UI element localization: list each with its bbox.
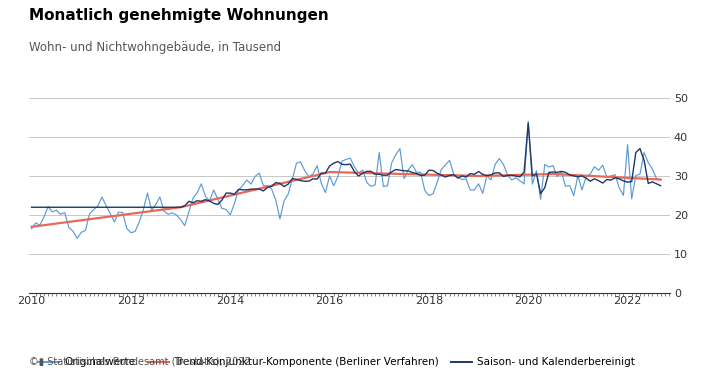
Legend: Originalwerte, Trend-Konjunktur-Komponente (Berliner Verfahren), Saison- und Kal: Originalwerte, Trend-Konjunktur-Komponen… — [34, 353, 639, 371]
Text: ©▮ Statistisches Bundesamt (Destatis), 2022: ©▮ Statistisches Bundesamt (Destatis), 2… — [29, 356, 251, 367]
Text: Monatlich genehmigte Wohnungen: Monatlich genehmigte Wohnungen — [29, 8, 329, 23]
Text: Wohn- und Nichtwohngebäude, in Tausend: Wohn- und Nichtwohngebäude, in Tausend — [29, 41, 281, 55]
